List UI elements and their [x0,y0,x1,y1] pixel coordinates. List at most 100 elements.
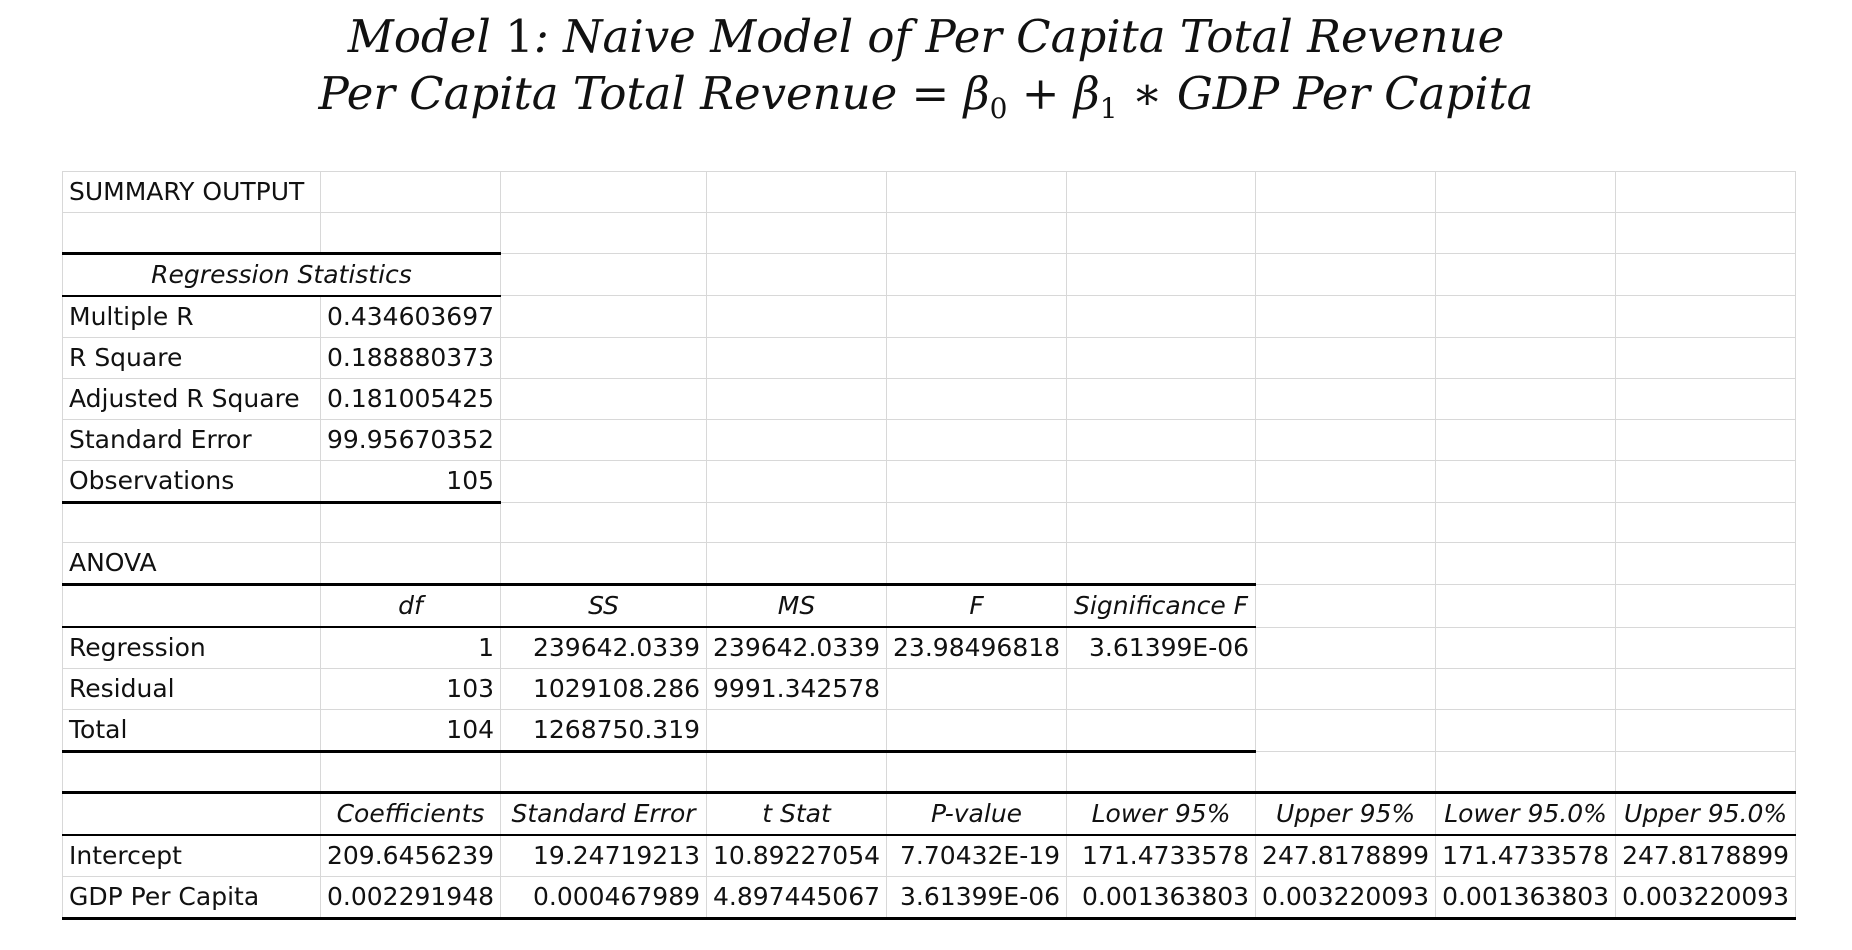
cell[interactable] [1255,501,1437,544]
cell[interactable] [886,212,1068,254]
cell[interactable] [1615,377,1797,420]
coef-value[interactable]: 247.8178899 [1255,834,1437,877]
cell[interactable] [500,501,708,544]
coef-value[interactable]: 0.003220093 [1615,875,1797,920]
stat-label[interactable]: Multiple R [62,295,321,338]
cell[interactable] [1615,751,1797,794]
cell[interactable] [319,501,502,544]
cell[interactable] [62,501,321,544]
anova-header-significance-f[interactable]: Significance F [1066,584,1257,629]
anova-header-ms[interactable]: MS [706,584,888,629]
stat-label[interactable]: Adjusted R Square [62,377,321,420]
cell[interactable] [62,212,321,255]
anova-ms[interactable]: 9991.342578 [706,668,888,711]
cell[interactable] [706,377,888,420]
anova-significance-f[interactable] [1066,709,1257,754]
anova-row-label[interactable]: Regression [62,626,321,670]
cell[interactable] [1066,336,1257,379]
anova-df[interactable]: 103 [319,668,502,711]
stat-value[interactable]: 99.95670352 [319,418,502,461]
stat-label[interactable]: R Square [62,336,321,379]
anova-f[interactable]: 23.98496818 [886,626,1068,670]
cell[interactable] [1435,501,1617,544]
cell[interactable] [1255,542,1437,586]
coef-value[interactable]: 4.897445067 [706,875,888,920]
coef-row-label[interactable]: GDP Per Capita [62,875,321,920]
cell[interactable] [500,751,708,794]
anova-ms[interactable] [706,709,888,754]
cell[interactable] [886,418,1068,461]
cell[interactable] [1435,171,1617,213]
anova-f[interactable] [886,709,1068,754]
cell[interactable] [1255,584,1437,628]
coef-value[interactable]: 171.4733578 [1435,834,1617,877]
coef-header[interactable]: Lower 95.0% [1435,791,1617,836]
anova-header-ss[interactable]: SS [500,584,708,629]
cell[interactable] [706,212,888,254]
cell[interactable] [1255,212,1437,254]
cell[interactable] [500,252,708,297]
cell[interactable] [1615,501,1797,544]
coef-header[interactable]: t Stat [706,791,888,836]
cell[interactable] [1435,751,1617,794]
cell[interactable] [1435,584,1617,628]
cell[interactable] [1615,171,1797,213]
cell[interactable] [1435,418,1617,461]
cell[interactable] [1615,295,1797,338]
cell[interactable] [706,295,888,338]
cell[interactable] [1435,336,1617,379]
cell[interactable] [1615,418,1797,461]
cell[interactable] [1066,377,1257,420]
coef-value[interactable]: 0.001363803 [1066,875,1257,920]
cell[interactable] [500,377,708,420]
cell[interactable] [500,336,708,379]
stat-value[interactable]: 0.188880373 [319,336,502,379]
anova-header-df[interactable]: df [319,584,502,629]
cell[interactable] [319,751,502,794]
cell[interactable] [62,791,321,836]
cell[interactable] [62,751,321,794]
cell[interactable] [1066,295,1257,338]
coef-value[interactable]: 19.24719213 [500,834,708,877]
cell[interactable] [1615,626,1797,670]
cell[interactable] [1435,377,1617,420]
cell[interactable] [1255,459,1437,503]
regression-statistics-header[interactable]: Regression Statistics [61,252,502,297]
cell[interactable] [1255,171,1437,213]
cell[interactable] [1615,212,1797,254]
cell[interactable] [500,418,708,461]
cell[interactable] [706,252,888,297]
cell[interactable] [1615,542,1797,586]
cell[interactable] [1255,418,1437,461]
coef-value[interactable]: 0.003220093 [1255,875,1437,920]
cell[interactable] [1435,252,1617,297]
cell[interactable] [1255,252,1437,297]
cell[interactable] [1066,418,1257,461]
anova-df[interactable]: 1 [319,626,502,670]
anova-df[interactable]: 104 [319,709,502,754]
cell[interactable] [1255,336,1437,379]
cell[interactable] [886,501,1068,544]
coef-value[interactable]: 7.70432E-19 [886,834,1068,877]
coef-row-label[interactable]: Intercept [62,834,321,877]
anova-header-f[interactable]: F [886,584,1068,629]
stat-label[interactable]: Observations [62,459,321,504]
anova-ss[interactable]: 1268750.319 [500,709,708,754]
cell[interactable] [886,252,1068,297]
cell[interactable] [319,171,502,213]
cell[interactable] [1066,501,1257,544]
cell[interactable] [1255,626,1437,670]
anova-ms[interactable]: 239642.0339 [706,626,888,670]
cell[interactable] [1435,709,1617,753]
coef-header[interactable]: Upper 95.0% [1615,791,1797,836]
cell[interactable] [886,459,1068,503]
cell[interactable] [1615,459,1797,503]
cell[interactable] [886,542,1068,587]
cell[interactable] [1066,252,1257,297]
anova-ss[interactable]: 239642.0339 [500,626,708,670]
coef-header[interactable]: Coefficients [319,791,502,836]
stat-value[interactable]: 105 [319,459,502,504]
cell[interactable] [1066,542,1257,587]
cell[interactable] [706,501,888,544]
anova-ss[interactable]: 1029108.286 [500,668,708,711]
